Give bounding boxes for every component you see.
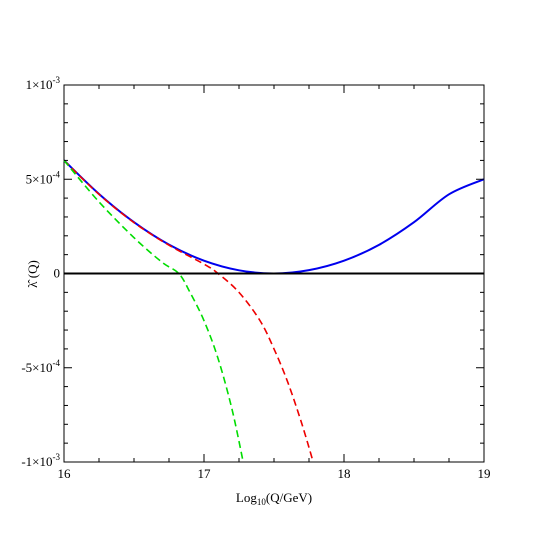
x-tick-label: 16 [58,466,72,481]
tick-layer [63,84,485,463]
x-axis-title: Log10(Q/GeV) [236,490,312,507]
series-layer [63,159,485,463]
y-tick-label: -1×10-3 [21,452,60,469]
series-line-3 [63,159,244,463]
y-tick-label: 0 [54,266,61,281]
y-tick-label: 1×10-3 [26,75,61,92]
x-tick-label: 17 [198,466,212,481]
x-tick-label: 18 [338,466,351,481]
x-tick-label: 19 [478,466,491,481]
series-line-2 [63,159,314,463]
label-layer: 16 17 18 19 1×10-3 5×10-4 0 -5×10-4 -1×10-3 [21,75,490,481]
series-line-1 [63,159,485,275]
y-axis-title: λ̂ (Q) [25,260,40,288]
y-tick-label: -5×10-4 [21,358,60,375]
y-tick-label: 5×10-4 [26,169,61,186]
